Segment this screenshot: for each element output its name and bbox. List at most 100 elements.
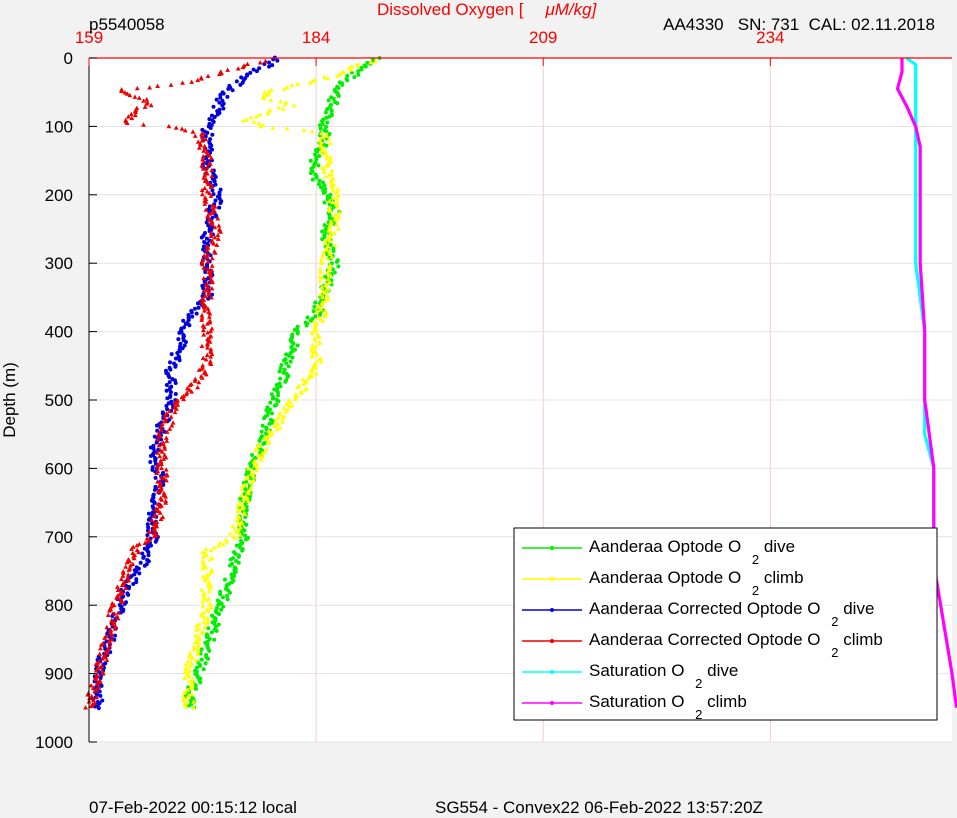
data-point (334, 196, 340, 202)
data-point (219, 601, 224, 606)
data-point (183, 661, 189, 667)
data-point (277, 411, 283, 417)
data-point (112, 626, 118, 631)
data-point (327, 279, 333, 284)
data-point (199, 131, 204, 137)
data-point (166, 401, 171, 406)
data-point (285, 374, 290, 379)
data-point (167, 375, 172, 380)
data-point (263, 58, 268, 64)
data-point (220, 595, 225, 600)
data-point (289, 403, 295, 408)
data-point (327, 225, 332, 230)
data-point (322, 183, 327, 188)
data-point (208, 193, 214, 198)
data-point (314, 351, 320, 356)
data-point (192, 639, 198, 645)
data-point (326, 296, 331, 301)
data-point (272, 423, 277, 429)
data-point (246, 490, 252, 496)
data-point (184, 696, 190, 701)
data-point (200, 134, 205, 140)
data-point (206, 588, 212, 594)
data-point (306, 375, 312, 380)
data-point (243, 515, 248, 520)
data-point (201, 288, 207, 294)
data-point (187, 387, 192, 392)
data-point (207, 339, 213, 344)
data-point (203, 372, 209, 377)
data-point (321, 190, 326, 195)
data-point (249, 480, 254, 485)
data-point (326, 136, 332, 141)
data-point (191, 644, 197, 649)
data-point (165, 407, 170, 412)
data-point (313, 337, 318, 343)
data-point (189, 685, 195, 690)
data-point (328, 159, 333, 164)
data-point (356, 72, 361, 77)
legend-label: Saturation O 2 dive (589, 661, 738, 691)
data-point (200, 362, 206, 368)
data-point (205, 345, 210, 350)
data-point (146, 525, 151, 530)
data-point (151, 533, 157, 539)
data-point (262, 416, 267, 421)
data-point (177, 358, 182, 363)
data-point (199, 343, 205, 349)
data-point (204, 597, 210, 603)
data-point (93, 676, 98, 682)
data-point (201, 610, 207, 615)
data-point (141, 98, 147, 103)
data-point (202, 143, 208, 149)
data-point (318, 358, 324, 364)
data-point (196, 379, 202, 385)
data-point (209, 567, 215, 572)
data-point (325, 153, 330, 159)
data-point (319, 260, 325, 265)
data-point (240, 118, 246, 123)
data-point (201, 327, 206, 333)
data-point (266, 60, 271, 65)
legend-item-saturation_dive: Saturation O 2 dive (522, 661, 738, 691)
data-point (208, 328, 214, 334)
data-point (325, 276, 331, 282)
data-point (212, 224, 218, 230)
data-point (187, 703, 192, 708)
data-point (100, 671, 106, 676)
data-point (205, 306, 211, 311)
data-point (275, 414, 281, 420)
data-point (164, 429, 170, 434)
data-point (210, 279, 215, 285)
data-point (199, 630, 204, 636)
data-point (322, 200, 327, 205)
data-point (186, 693, 192, 698)
data-point (152, 501, 157, 506)
data-point (207, 571, 213, 576)
data-point (323, 148, 328, 154)
data-point (359, 67, 364, 72)
data-point (167, 380, 172, 385)
data-point (205, 617, 211, 623)
data-point (186, 685, 191, 690)
data-point (98, 679, 103, 684)
data-point (323, 133, 329, 138)
data-point (332, 242, 338, 248)
data-point (292, 327, 297, 332)
data-point (158, 516, 164, 521)
data-point (319, 253, 325, 258)
data-point (348, 67, 354, 72)
data-point (209, 221, 215, 227)
data-point (141, 555, 146, 560)
data-point (316, 315, 322, 320)
data-point (185, 665, 191, 670)
data-point (208, 605, 214, 610)
data-point (134, 577, 139, 582)
data-point (168, 367, 173, 372)
data-point (145, 539, 150, 544)
data-point (175, 350, 180, 355)
data-point (205, 608, 211, 614)
data-point (279, 416, 285, 421)
data-point (168, 390, 173, 395)
data-point (204, 171, 210, 176)
